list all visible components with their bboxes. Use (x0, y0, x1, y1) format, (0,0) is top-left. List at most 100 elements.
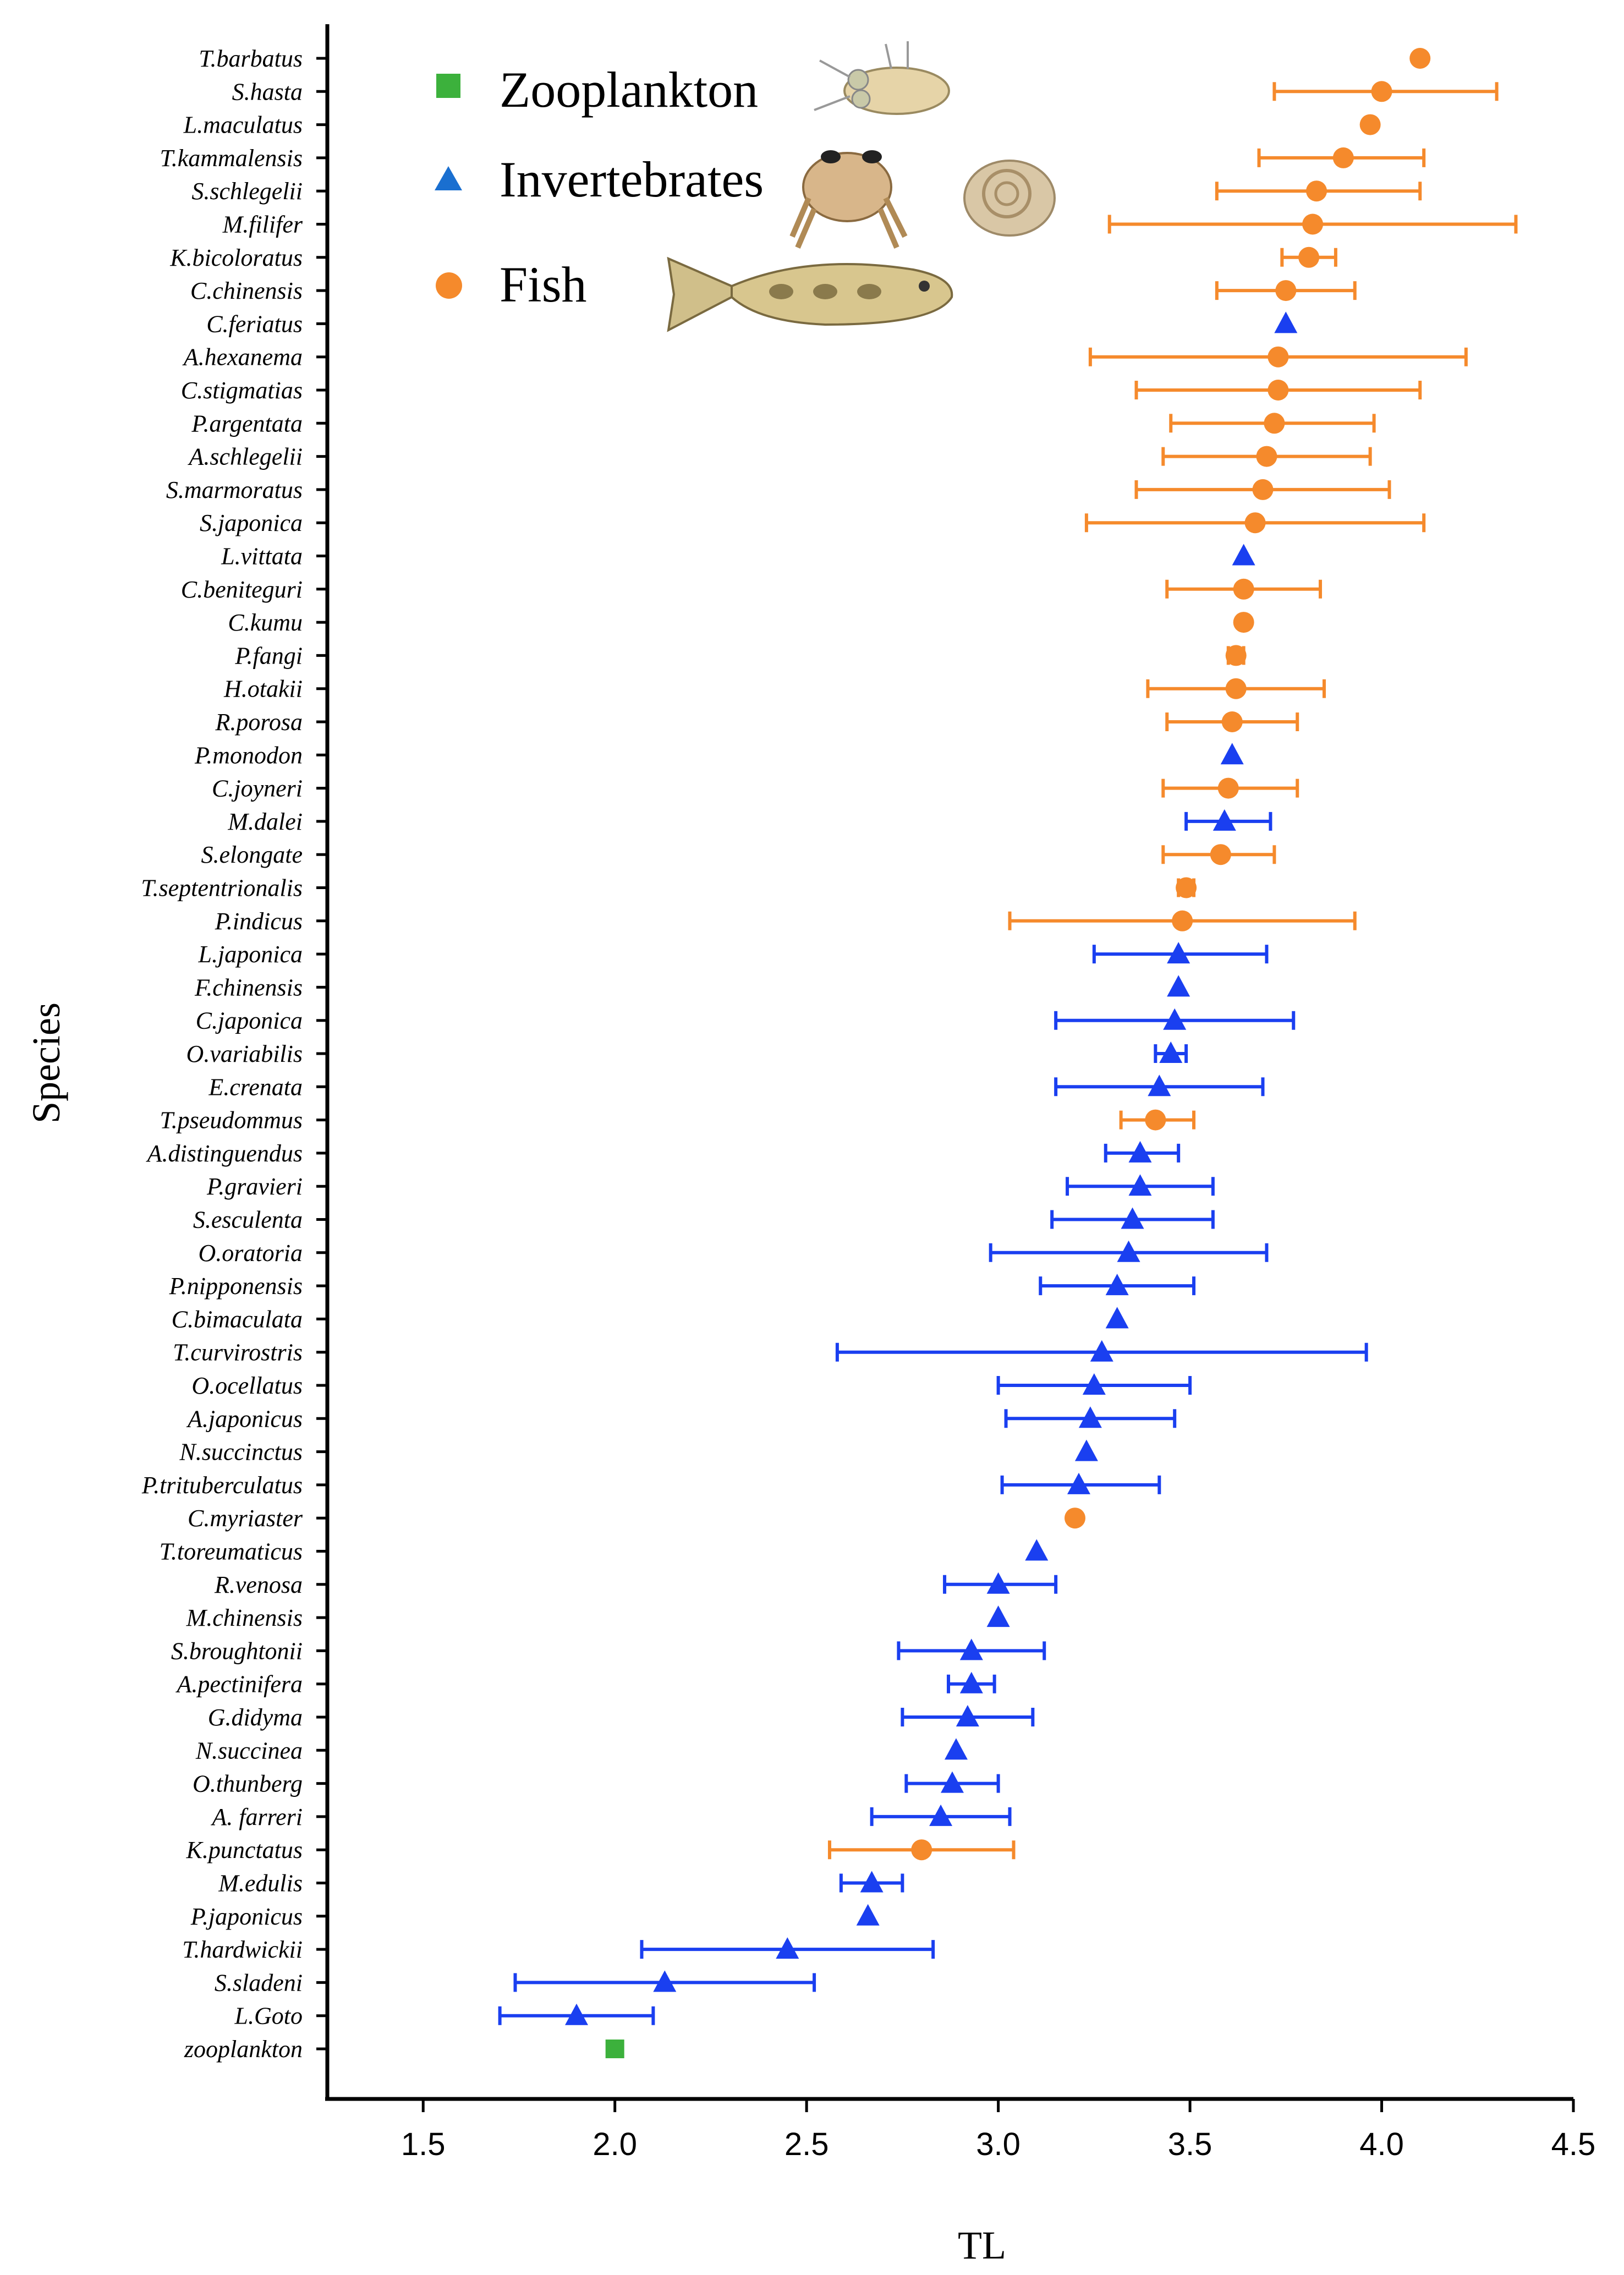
snail-illustration (963, 160, 1056, 237)
species-label: G.didyma (208, 1704, 303, 1731)
species-label: C.joyneri (212, 775, 303, 802)
species-label: R.porosa (215, 709, 303, 736)
species-labels: T.barbatus S.hasta L.maculatus T.kammalensi… (141, 45, 303, 2063)
invertebrate-point (1232, 544, 1255, 566)
species-label: T.hardwickii (182, 1936, 303, 1963)
fish-point (1217, 777, 1239, 799)
invertebrate-point (1159, 1041, 1183, 1063)
fish-point (1225, 678, 1247, 699)
invertebrate-point (986, 1572, 1010, 1594)
species-label: R.venosa (214, 1571, 303, 1598)
species-label: M.chinensis (186, 1604, 303, 1631)
species-label: H.otakii (223, 676, 303, 703)
fish-point (1225, 645, 1247, 666)
species-label: T.toreumaticus (160, 1538, 303, 1565)
legend-zooplankton-label: Zooplankton (500, 62, 758, 118)
x-tick-label: 3.5 (1168, 2126, 1212, 2162)
y-axis-title: Species (24, 1002, 68, 1123)
zooplankton-illustration (814, 41, 950, 115)
fish-illustration (667, 256, 953, 332)
fish-point (1233, 578, 1254, 600)
species-label: P.japonicus (190, 1903, 303, 1930)
x-axis-title: TL (958, 2223, 1006, 2267)
species-label: S.japonica (200, 509, 303, 536)
fish-point (911, 1839, 932, 1861)
species-label: L.Goto (234, 2003, 303, 2030)
x-tick-labels: 1.5 2.0 2.5 3.0 3.5 4.0 4.5 (401, 2126, 1595, 2162)
species-label: T.kammalensis (160, 145, 303, 172)
species-label: C.kumu (228, 609, 303, 636)
x-ticks (421, 2099, 1575, 2112)
x-tick-label: 1.5 (401, 2126, 446, 2162)
x-tick-label: 2.0 (592, 2126, 637, 2162)
species-label: A. farreri (210, 1803, 303, 1830)
invertebrate-point (1148, 1075, 1171, 1097)
invertebrate-point (860, 1871, 884, 1893)
fish-point (1359, 114, 1381, 135)
species-label: S.marmoratus (166, 476, 303, 503)
fish-point (1306, 180, 1327, 202)
invertebrate-point (929, 1804, 953, 1826)
legend-invertebrates-marker (435, 166, 462, 190)
species-label: C.japonica (196, 1007, 303, 1034)
species-label: C.feriatus (206, 310, 303, 337)
invertebrate-point (944, 1738, 968, 1760)
species-label: P.argentata (191, 410, 303, 437)
x-tick-label: 3.0 (976, 2126, 1021, 2162)
fish-point (1275, 280, 1297, 301)
y-ticks (316, 57, 327, 2051)
invertebrate-point (776, 1937, 799, 1959)
species-label: C.chinensis (190, 277, 303, 304)
fish-point (1256, 446, 1277, 467)
invertebrate-point (1167, 942, 1190, 964)
invertebrate-point (1167, 975, 1190, 997)
invertebrate-point (1274, 311, 1298, 333)
fish-point (1221, 711, 1243, 732)
crab-illustration (789, 150, 908, 249)
species-label: C.myriaster (188, 1505, 303, 1532)
zooplankton-point (605, 2040, 624, 2058)
invertebrate-point (1121, 1207, 1144, 1229)
species-label: N.succinctus (179, 1439, 303, 1466)
fish-point (1332, 147, 1354, 168)
fish-point (1210, 844, 1231, 865)
species-label: K.punctatus (186, 1837, 303, 1863)
invertebrate-point (1082, 1373, 1106, 1395)
species-label: A.schlegelii (188, 443, 303, 470)
invertebrate-point (1105, 1274, 1129, 1296)
x-tick-label: 2.5 (784, 2126, 829, 2162)
invertebrate-point (1067, 1472, 1090, 1494)
fish-point (1145, 1109, 1166, 1131)
species-label: P.indicus (215, 908, 303, 935)
species-label: P.monodon (194, 742, 303, 769)
error-bars (498, 82, 1518, 2025)
fish-point (1409, 48, 1431, 69)
invertebrate-point (959, 1671, 983, 1693)
species-label: M.dalei (227, 808, 303, 835)
species-label: C.bimaculata (172, 1306, 303, 1333)
species-label: P.gravieri (206, 1173, 303, 1200)
species-label: O.thunberg (193, 1770, 303, 1797)
fish-point (1244, 512, 1266, 534)
fish-point (1176, 877, 1197, 898)
invertebrate-point (565, 2003, 588, 2025)
species-label: O.variabilis (186, 1040, 303, 1067)
fish-point (1371, 81, 1392, 102)
invertebrate-point (1090, 1340, 1113, 1362)
invertebrate-point (956, 1705, 979, 1726)
species-label: O.oratoria (199, 1240, 303, 1267)
species-label: F.chinensis (194, 974, 303, 1001)
fish-point (1172, 910, 1193, 931)
species-label: K.bicoloratus (169, 244, 303, 271)
fish-point (1264, 413, 1285, 434)
species-label: P.nipponensis (169, 1273, 303, 1300)
legend-fish-marker (436, 272, 462, 299)
species-label: S.schlegelii (191, 178, 303, 205)
legend-zooplankton-marker (436, 74, 460, 98)
species-label: L.japonica (198, 941, 303, 968)
species-label: A.distinguendus (146, 1140, 303, 1167)
fish-point (1268, 346, 1289, 368)
species-label: C.stigmatias (181, 377, 303, 404)
invertebrate-point (1074, 1439, 1098, 1461)
